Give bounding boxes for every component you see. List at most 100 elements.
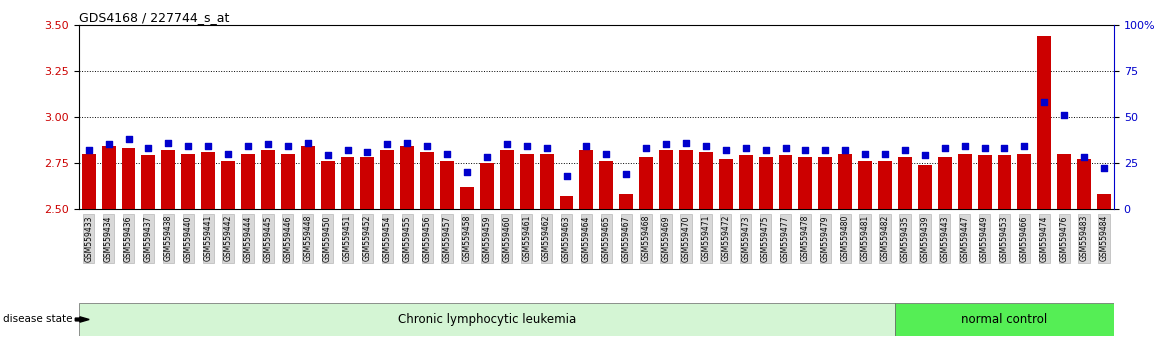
Bar [520, 154, 534, 209]
Bar [1038, 36, 1051, 209]
Bar [838, 154, 852, 209]
Point [518, 143, 536, 149]
Point [80, 147, 98, 153]
Bar [1077, 159, 1091, 209]
Point [139, 145, 157, 151]
Bar [82, 154, 96, 209]
Bar [360, 157, 374, 209]
Point [119, 136, 138, 142]
Bar [897, 157, 911, 209]
Text: normal control: normal control [961, 313, 1048, 326]
Bar [440, 161, 454, 209]
Bar [479, 163, 493, 209]
Bar [321, 161, 335, 209]
Point [1016, 143, 1034, 149]
Bar [895, 303, 1114, 336]
Point [418, 143, 437, 149]
Point [1035, 99, 1054, 105]
Point [279, 143, 298, 149]
Point [676, 140, 695, 145]
Bar [719, 159, 733, 209]
Point [219, 151, 237, 156]
Bar [559, 196, 573, 209]
Point [797, 147, 815, 153]
Point [100, 142, 118, 147]
Bar [241, 154, 255, 209]
Point [239, 143, 257, 149]
Bar [977, 155, 991, 209]
Bar [141, 155, 155, 209]
Point [1094, 166, 1113, 171]
Bar [659, 150, 673, 209]
Point [457, 169, 476, 175]
Bar [182, 154, 196, 209]
Point [557, 173, 576, 178]
Point [816, 147, 835, 153]
Point [378, 142, 396, 147]
Point [1075, 154, 1093, 160]
Point [438, 151, 456, 156]
Point [358, 149, 376, 155]
Point [657, 142, 675, 147]
Point [697, 143, 716, 149]
Bar [739, 155, 753, 209]
Point [258, 142, 277, 147]
Point [895, 147, 914, 153]
Point [318, 153, 337, 158]
Point [299, 140, 317, 145]
Bar [401, 146, 415, 209]
Point [477, 154, 496, 160]
Bar [1097, 194, 1111, 209]
Bar [819, 157, 833, 209]
Bar [699, 152, 713, 209]
Bar [639, 157, 653, 209]
Bar [1018, 154, 1032, 209]
Bar [858, 161, 872, 209]
Bar [122, 148, 135, 209]
Point [936, 145, 954, 151]
Bar [938, 157, 952, 209]
Point [537, 145, 556, 151]
Point [955, 143, 974, 149]
Point [975, 145, 994, 151]
Bar [500, 150, 514, 209]
Bar [878, 161, 892, 209]
Text: disease state: disease state [3, 314, 73, 325]
Bar [918, 165, 932, 209]
Point [159, 140, 177, 145]
Point [498, 142, 516, 147]
Point [1055, 112, 1073, 118]
Point [179, 143, 198, 149]
Point [617, 171, 636, 177]
Bar [161, 150, 175, 209]
Bar [600, 161, 614, 209]
Bar [1057, 154, 1071, 209]
Point [199, 143, 218, 149]
Point [875, 151, 894, 156]
Bar [281, 154, 295, 209]
Bar [79, 303, 895, 336]
Bar [620, 194, 633, 209]
Point [577, 143, 595, 149]
Bar [380, 150, 394, 209]
Point [756, 147, 775, 153]
Point [836, 147, 855, 153]
Point [916, 153, 935, 158]
Point [717, 147, 735, 153]
Bar [340, 157, 354, 209]
Point [856, 151, 874, 156]
Point [995, 145, 1013, 151]
Point [776, 145, 794, 151]
Bar [301, 146, 315, 209]
Bar [261, 150, 274, 209]
Bar [579, 150, 593, 209]
Point [398, 140, 417, 145]
Text: GDS4168 / 227744_s_at: GDS4168 / 227744_s_at [79, 11, 229, 24]
Bar [460, 187, 474, 209]
Point [637, 145, 655, 151]
Bar [758, 157, 772, 209]
Point [338, 147, 357, 153]
Bar [778, 155, 792, 209]
Bar [679, 150, 692, 209]
Point [598, 151, 616, 156]
